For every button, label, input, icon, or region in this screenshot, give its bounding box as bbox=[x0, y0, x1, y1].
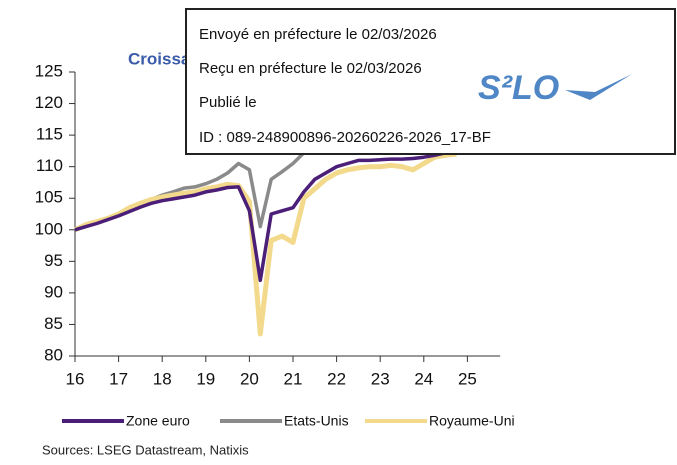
x-tick-label: 24 bbox=[414, 369, 433, 388]
logo-swoosh bbox=[565, 74, 632, 100]
x-tick-label: 23 bbox=[371, 369, 390, 388]
y-tick-label: 90 bbox=[44, 282, 63, 301]
y-tick-label: 125 bbox=[35, 61, 63, 80]
legend-label: Royaume-Uni bbox=[429, 413, 515, 429]
stamp-box bbox=[185, 8, 676, 155]
source: Sources: LSEG Datastream, Natixis bbox=[42, 442, 249, 457]
y-tick-label: 100 bbox=[35, 219, 63, 238]
stamp-line: ID : 089-248900896-20260226-2026_17-BF bbox=[199, 129, 491, 146]
x-tick-label: 25 bbox=[458, 369, 477, 388]
stamp-line: Publié le bbox=[199, 94, 257, 111]
y-tick-label: 80 bbox=[44, 345, 63, 364]
x-tick-label: 16 bbox=[66, 369, 85, 388]
y-tick-label: 110 bbox=[36, 156, 63, 175]
x-tick-label: 19 bbox=[196, 369, 215, 388]
x-tick-label: 20 bbox=[240, 369, 259, 388]
y-tick-label: 95 bbox=[44, 251, 63, 270]
x-tick-label: 17 bbox=[109, 369, 128, 388]
stamp-line: Envoyé en préfecture le 02/03/2026 bbox=[199, 26, 437, 43]
y-tick-label: 120 bbox=[35, 93, 63, 112]
legend-label: Zone euro bbox=[126, 413, 190, 429]
y-tick-label: 105 bbox=[35, 188, 63, 207]
plot: 80 85 90 95 100 105 110 115 120 125 16 17 18 19 20 21 22… bbox=[35, 61, 515, 428]
series-line bbox=[73, 151, 457, 337]
x-tick-label: 18 bbox=[153, 369, 172, 388]
y-tick-label: 115 bbox=[36, 125, 63, 144]
y-tick-label: 85 bbox=[44, 314, 63, 333]
stamp-logo: S²LO bbox=[478, 69, 559, 107]
stamp: Envoyé en préfecture le 02/03/2026 Reçu … bbox=[185, 8, 676, 155]
stamp-line: Reçu en préfecture le 02/03/2026 bbox=[199, 60, 422, 77]
series-line bbox=[74, 149, 457, 283]
legend-label: Etats-Unis bbox=[284, 413, 349, 429]
x-tick-label: 21 bbox=[284, 369, 303, 388]
x-tick-label: 22 bbox=[327, 369, 346, 388]
